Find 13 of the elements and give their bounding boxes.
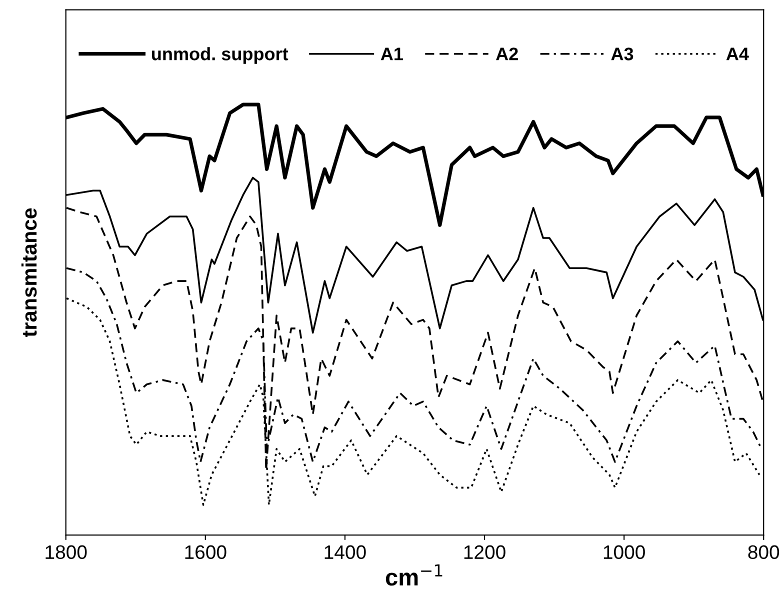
legend-label: A1 (380, 48, 403, 60)
x-tick-label: 1400 (324, 545, 366, 560)
legend-label: unmod. support (152, 47, 288, 64)
y-axis-title: transmitance (21, 208, 37, 338)
legend-label: A4 (726, 48, 749, 60)
x-tick-label: 1000 (604, 545, 645, 560)
x-tick-label: 1800 (46, 545, 87, 560)
x-axis-title: cm$^{−1}$ (386, 564, 442, 586)
x-tick-label: 1600 (185, 545, 226, 560)
legend-label: A3 (611, 48, 634, 60)
x-tick-label: 1200 (464, 545, 506, 560)
legend-label: A2 (496, 48, 518, 60)
x-tick-label: 800 (748, 545, 780, 560)
